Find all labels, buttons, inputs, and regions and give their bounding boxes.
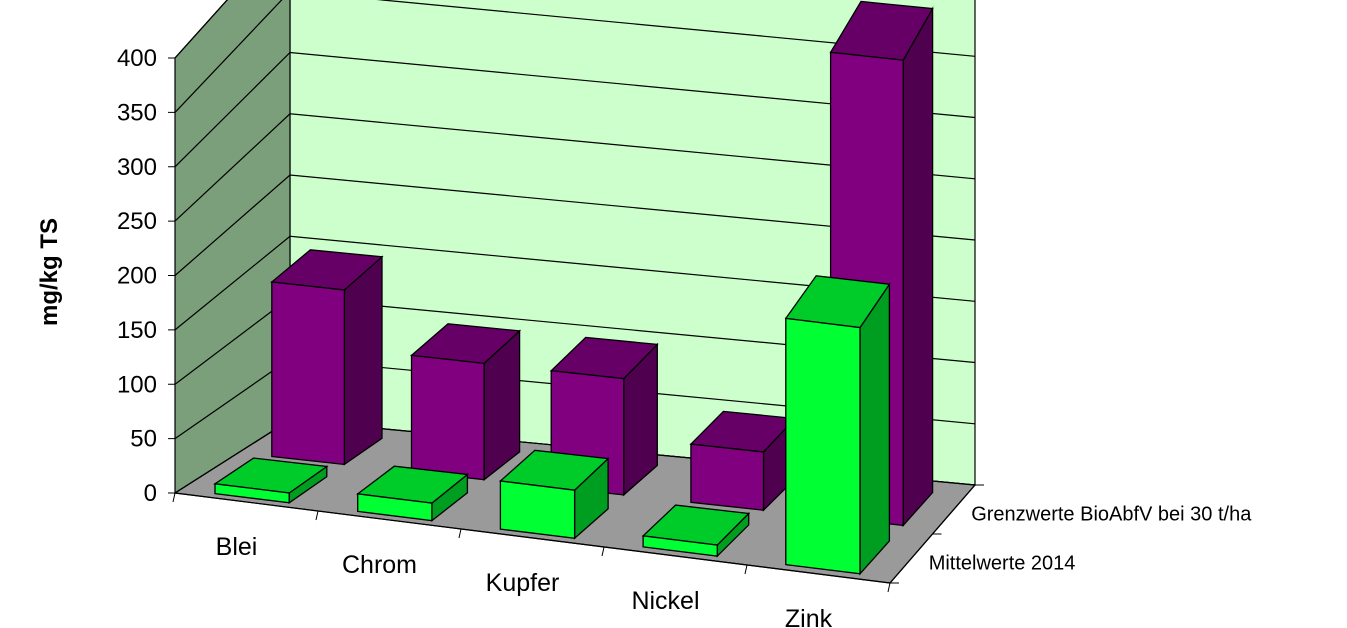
y-tick-label: 200 bbox=[117, 263, 157, 290]
bar-mittelwerte-nickel bbox=[641, 504, 751, 558]
y-tick-label: 300 bbox=[117, 154, 157, 181]
x-axis-line bbox=[174, 492, 891, 584]
series-labels: Mittelwerte 2014 Grenzwerte BioAbfV bei 3… bbox=[929, 503, 1253, 574]
bar-front-face bbox=[214, 483, 290, 504]
x-tick-mark bbox=[172, 492, 176, 503]
bar-mittelwerte-zink bbox=[784, 275, 891, 576]
category-labels: Blei Chrom Kupfer Nickel Zink bbox=[216, 533, 833, 628]
series-label: Mittelwerte 2014 bbox=[929, 552, 1076, 574]
category-label: Nickel bbox=[631, 587, 699, 615]
bar-mittelwerte-kupfer bbox=[498, 449, 610, 540]
y-tick-label: 0 bbox=[144, 480, 157, 507]
y-tick-labels: 0 50 100 150 200 250 300 350 400 bbox=[117, 45, 157, 507]
x-tick-mark bbox=[458, 528, 462, 539]
bar-front-face bbox=[642, 535, 718, 557]
bar-side-face bbox=[902, 6, 934, 528]
bar-front-face bbox=[785, 317, 861, 575]
y-tick-label: 250 bbox=[117, 208, 157, 235]
gridline bbox=[174, 174, 976, 276]
gridline bbox=[174, 0, 976, 113]
x-tick-mark bbox=[887, 582, 891, 593]
y-tick-label: 100 bbox=[117, 371, 157, 398]
bars bbox=[213, 0, 934, 576]
y-tick-label: 150 bbox=[117, 317, 157, 344]
bar-mittelwerte-chrom bbox=[356, 465, 470, 522]
x-tick-mark bbox=[744, 564, 748, 575]
bar-front-face bbox=[271, 281, 346, 466]
y-axis-label: mg/kg TS bbox=[36, 218, 63, 326]
bar-grenzwerte-chrom bbox=[409, 323, 522, 482]
category-label: Kupfer bbox=[486, 569, 560, 597]
bar-side-face bbox=[859, 282, 891, 576]
y-tick-label: 400 bbox=[117, 45, 157, 72]
category-label: Zink bbox=[785, 605, 833, 628]
y-tick-label: 350 bbox=[117, 99, 157, 126]
category-label: Blei bbox=[216, 533, 258, 561]
bar-grenzwerte-blei bbox=[270, 249, 384, 466]
bar-mittelwerte-blei bbox=[213, 457, 329, 505]
x-tick-mark bbox=[315, 510, 319, 521]
bar-side-face bbox=[343, 255, 383, 466]
x-tick-mark bbox=[601, 546, 605, 557]
bar-front-face bbox=[357, 493, 433, 522]
series-label: Grenzwerte BioAbfV bei 30 t/ha bbox=[971, 503, 1252, 525]
y-tick-label: 50 bbox=[130, 426, 157, 453]
category-label: Chrom bbox=[342, 551, 417, 579]
bar-front-face bbox=[690, 443, 765, 511]
gridline bbox=[174, 235, 976, 331]
bar-front-face bbox=[410, 354, 485, 481]
gridline bbox=[174, 113, 976, 222]
gridline bbox=[174, 51, 976, 168]
bar-front-face bbox=[499, 480, 576, 540]
gridline bbox=[174, 0, 228, 59]
